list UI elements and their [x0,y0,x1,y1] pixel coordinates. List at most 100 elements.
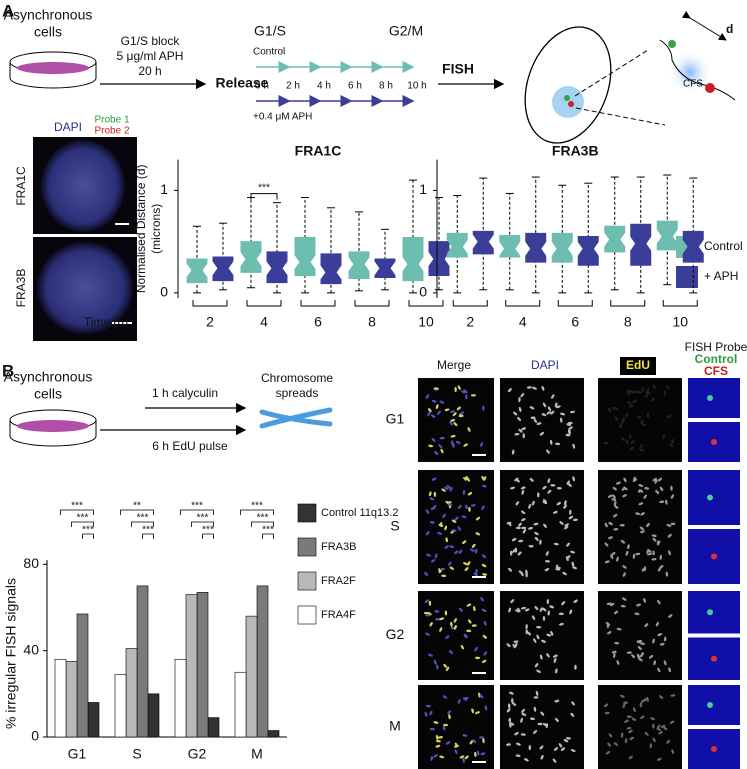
box [446,232,468,258]
block-text: 5 μg/ml APH [117,49,184,63]
block-text: G1/S block [121,34,181,48]
chromosome [467,492,473,496]
chromosome [546,599,550,605]
chromosome [570,550,576,554]
bar [196,592,209,738]
chromosome [563,739,569,743]
chromosome [471,543,476,548]
chromosome [569,609,573,615]
chromosome [607,742,611,747]
chromosome [644,393,649,398]
chromosome [464,504,469,510]
chromosome [604,542,609,547]
micrograph [500,685,584,769]
chromosome [441,488,446,492]
chromosome [573,599,578,603]
chromosome [542,607,547,612]
chromosome [424,571,429,576]
chromosome [522,433,525,439]
chromosome [511,702,517,706]
significance: *** [202,525,214,536]
chromosome [440,448,444,454]
chromosome [550,484,556,487]
chromosome [665,499,668,505]
chromosome [520,717,524,723]
chromosome [555,566,561,570]
chromosome [429,497,435,501]
chromosome [555,405,561,409]
bar [54,658,67,738]
legend-label: FRA2F [321,575,356,587]
chromosome [663,660,667,666]
chromosome [572,566,577,570]
micrograph [598,685,682,769]
time-point: 2 h [286,81,300,92]
chromosome [520,518,526,522]
chromosome [454,550,459,555]
chromosome [479,736,485,739]
chromosome [560,412,566,416]
chromosome [454,387,457,393]
fish-crop [688,685,740,725]
chromosome [427,411,431,417]
chromosome [657,667,661,673]
petri-dish [9,51,97,89]
chromosome [518,406,522,412]
chromosome [626,727,632,730]
y-tick-label: 0 [160,284,168,300]
chromosome [454,624,457,630]
x-tick-label: 6 [314,314,322,330]
chromosome [521,427,527,431]
chromosome [619,423,623,429]
chromosome [442,513,446,519]
chromosome [652,384,657,389]
chromosome [566,555,571,559]
chromosome [549,439,553,445]
chromosome [651,397,656,402]
cfs-label: CFS [683,79,703,90]
chromosome [555,442,561,446]
chromosome [553,658,557,663]
micrograph [598,591,682,680]
row-label: M [389,718,401,734]
chromosome [515,754,521,757]
chromosome [425,509,430,514]
panel-label: B [2,361,14,380]
box [525,232,547,263]
chromosome [622,572,626,577]
box [577,236,599,266]
x-tick-label: S [132,746,141,762]
chromosome [556,501,561,506]
chromosome [433,754,438,758]
chromosome [467,427,471,432]
chromosome [424,599,429,603]
chromosome [511,449,515,455]
chromosome [620,694,625,698]
chromosome [622,703,626,709]
chromosome [481,554,487,559]
chromosome [429,622,433,627]
chromosome [534,531,539,536]
chromosome [431,414,436,418]
chromosome [528,504,532,509]
chromosome [671,439,674,444]
chromosome [608,733,613,738]
fish-spot [707,609,713,616]
chromosome [657,477,662,482]
significance-bracket [82,533,94,539]
chromosome [658,731,663,735]
chromosome [463,443,468,447]
chromosome [521,489,525,495]
chromosome [604,560,610,564]
legend-label: FRA3B [321,541,356,553]
chromosome [512,548,517,553]
chromosome [670,494,674,499]
chromosome [480,596,484,602]
significance-bracket [191,521,214,527]
bar [207,717,220,738]
chromosome [552,510,558,514]
chromosome [565,737,571,740]
significance: *** [71,501,83,512]
chromosome [607,494,613,498]
